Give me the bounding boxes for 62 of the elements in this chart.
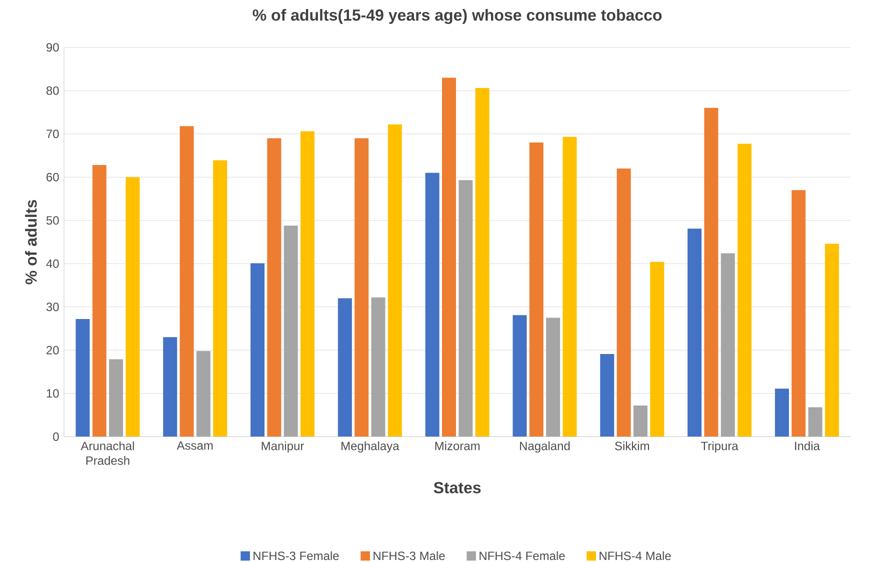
bar — [475, 88, 490, 437]
bar — [792, 190, 806, 437]
bar — [284, 226, 298, 437]
bar — [76, 319, 90, 437]
bar — [529, 142, 544, 437]
bar — [738, 144, 752, 437]
bar — [267, 138, 282, 437]
y-tick-label: 30 — [46, 302, 59, 312]
bar — [354, 138, 369, 437]
bar — [688, 228, 702, 437]
bar — [600, 354, 614, 437]
bar — [338, 298, 352, 437]
x-tick-label: Manipur — [262, 441, 304, 453]
bar — [442, 78, 456, 437]
bar — [458, 180, 473, 437]
y-tick-label: 90 — [46, 43, 59, 52]
bar — [109, 359, 124, 437]
y-tick-label: 80 — [46, 86, 59, 95]
bar — [388, 124, 402, 437]
y-axis-title: % of adults — [25, 200, 37, 284]
x-tick-label: Sikkim — [615, 441, 650, 450]
bar — [546, 318, 560, 437]
bar — [180, 126, 194, 437]
legend-label: NFHS-3 Female — [254, 551, 339, 560]
bar — [824, 244, 839, 437]
bar — [704, 108, 718, 437]
x-tick-label: Assam — [176, 441, 213, 450]
x-tick-label: Nagaland — [520, 441, 570, 453]
bar — [213, 160, 228, 437]
bar — [371, 297, 386, 437]
bar — [196, 351, 210, 437]
x-tick-label: India — [795, 441, 820, 450]
x-tick-label: Mizoram — [435, 441, 480, 450]
chart-title: % of adults(15-49 years age) whose consume tobacco — [252, 8, 662, 24]
x-tick-label: Tripura — [701, 441, 738, 453]
bar — [300, 131, 315, 437]
bar — [720, 253, 735, 437]
bar — [250, 263, 265, 437]
legend-label: NFHS-4 Male — [600, 551, 671, 560]
x-tick-label: Arunachal Pradesh — [80, 441, 134, 465]
bar — [92, 165, 106, 437]
x-tick-label: Meghalaya — [342, 441, 400, 453]
bar — [126, 177, 140, 437]
y-tick-label: 0 — [53, 432, 59, 441]
bar — [512, 315, 527, 437]
bar — [650, 262, 664, 437]
y-tick-label: 20 — [46, 346, 59, 354]
bar — [425, 172, 440, 437]
legend-label: NFHS-3 Male — [374, 551, 445, 560]
bar — [774, 388, 789, 437]
bar — [616, 168, 631, 437]
bar — [808, 407, 822, 437]
bar — [562, 136, 577, 437]
y-tick-label: 70 — [46, 130, 59, 138]
y-tick-label: 50 — [46, 216, 59, 225]
y-tick-label: 40 — [46, 259, 59, 268]
bar — [163, 337, 178, 437]
y-tick-label: 60 — [46, 172, 59, 182]
bar — [633, 406, 648, 437]
y-tick-label: 10 — [46, 389, 59, 398]
legend-label: NFHS-4 Female — [480, 551, 565, 560]
x-axis-title: States — [434, 482, 481, 494]
